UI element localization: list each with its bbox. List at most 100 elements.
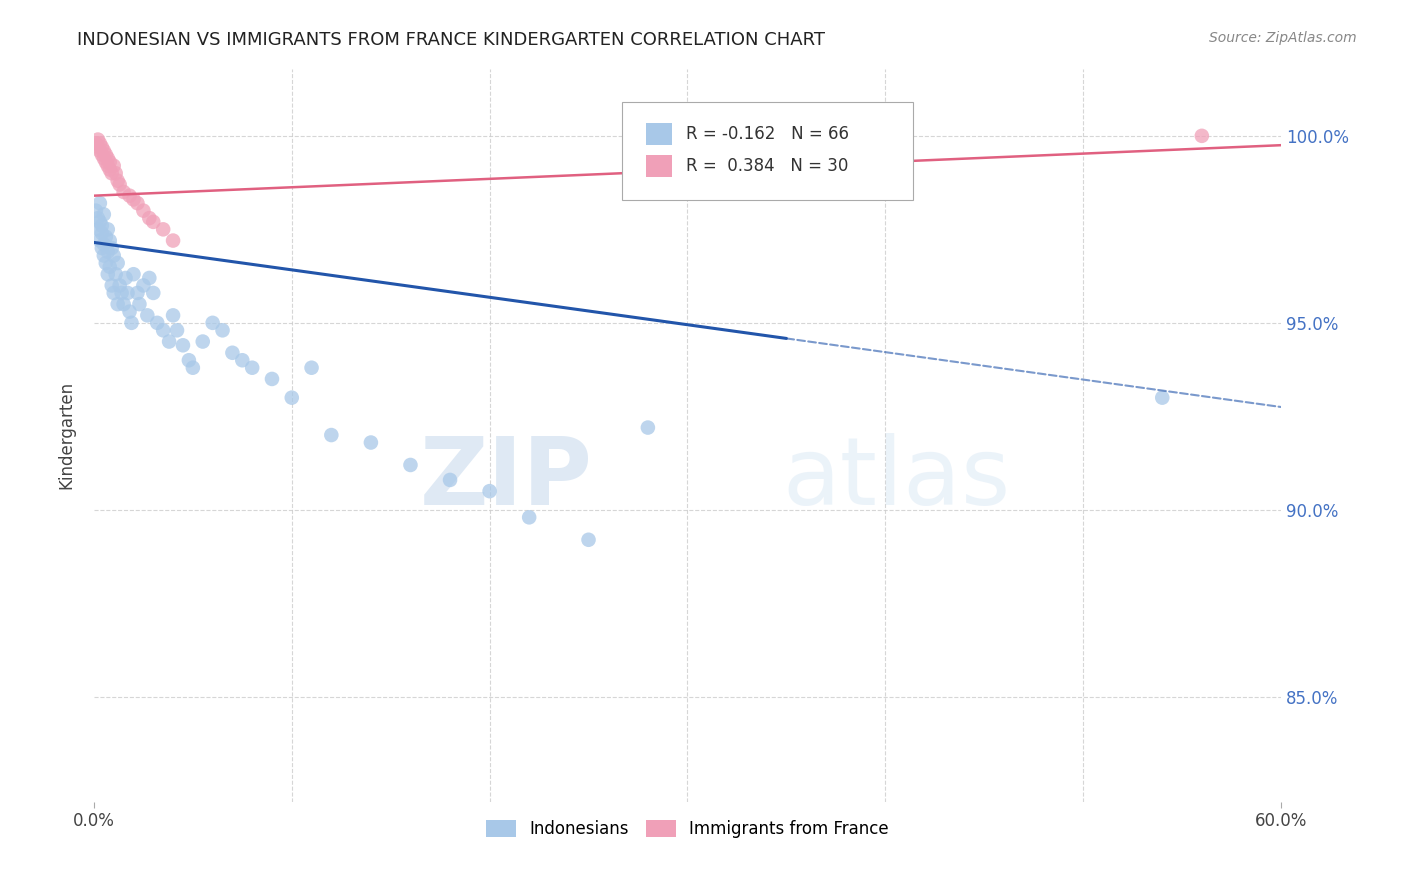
Point: [111, 285, 134, 300]
FancyBboxPatch shape: [645, 123, 672, 145]
Point: [211, 323, 233, 337]
Point: [142, 285, 165, 300]
Point: [132, 278, 155, 293]
Point: [112, 297, 135, 311]
Text: ZIP: ZIP: [419, 433, 592, 525]
Point: [138, 211, 160, 226]
Point: [138, 271, 160, 285]
Point: [103, 248, 125, 262]
Point: [93, 207, 115, 221]
Point: [478, 484, 501, 499]
Point: [162, 309, 184, 323]
Point: [162, 234, 184, 248]
Point: [439, 473, 461, 487]
Point: [98, 155, 121, 169]
Point: [107, 256, 129, 270]
Y-axis label: Kindergarten: Kindergarten: [58, 381, 75, 489]
Point: [89, 234, 111, 248]
Point: [301, 360, 323, 375]
Text: Source: ZipAtlas.com: Source: ZipAtlas.com: [1209, 31, 1357, 45]
Text: atlas: atlas: [782, 433, 1011, 525]
Point: [87, 140, 110, 154]
Point: [104, 166, 127, 180]
Point: [98, 234, 121, 248]
Point: [1191, 128, 1213, 143]
Point: [103, 159, 125, 173]
Point: [117, 285, 139, 300]
Point: [89, 196, 111, 211]
Point: [87, 211, 110, 226]
Point: [128, 297, 150, 311]
Point: [1152, 391, 1174, 405]
Point: [93, 237, 115, 252]
Point: [100, 166, 122, 180]
Point: [100, 278, 122, 293]
Point: [94, 256, 117, 270]
Point: [132, 203, 155, 218]
Point: [98, 260, 121, 274]
Point: [260, 372, 283, 386]
Point: [84, 203, 107, 218]
Point: [90, 241, 112, 255]
Point: [121, 316, 143, 330]
Point: [399, 458, 422, 472]
Point: [166, 323, 188, 337]
Point: [97, 151, 120, 165]
Point: [93, 151, 115, 165]
Point: [89, 215, 111, 229]
Point: [104, 267, 127, 281]
Point: [107, 297, 129, 311]
Legend: Indonesians, Immigrants from France: Indonesians, Immigrants from France: [479, 813, 896, 845]
Point: [103, 285, 125, 300]
Point: [118, 188, 141, 202]
Point: [578, 533, 600, 547]
Point: [90, 226, 112, 240]
Point: [127, 196, 149, 211]
Point: [98, 162, 121, 177]
Point: [240, 360, 263, 375]
Text: R = -0.162   N = 66: R = -0.162 N = 66: [686, 126, 849, 144]
Point: [201, 316, 224, 330]
Text: INDONESIAN VS IMMIGRANTS FROM FRANCE KINDERGARTEN CORRELATION CHART: INDONESIAN VS IMMIGRANTS FROM FRANCE KIN…: [77, 31, 825, 49]
Point: [97, 244, 120, 259]
Point: [152, 323, 174, 337]
Point: [637, 420, 659, 434]
Point: [177, 353, 200, 368]
Point: [94, 155, 117, 169]
Point: [84, 136, 107, 151]
Point: [191, 334, 214, 349]
Point: [89, 144, 111, 158]
Point: [100, 241, 122, 255]
Point: [90, 140, 112, 154]
Point: [136, 309, 159, 323]
Point: [97, 159, 120, 173]
Point: [108, 178, 131, 192]
Point: [157, 334, 180, 349]
Point: [517, 510, 540, 524]
Point: [231, 353, 253, 368]
Point: [122, 193, 145, 207]
Point: [142, 215, 165, 229]
Point: [97, 222, 120, 236]
Point: [221, 345, 243, 359]
Point: [321, 428, 343, 442]
Point: [112, 185, 135, 199]
Point: [146, 316, 169, 330]
Point: [107, 174, 129, 188]
Point: [172, 338, 194, 352]
Point: [360, 435, 382, 450]
Point: [118, 304, 141, 318]
Point: [281, 391, 304, 405]
Point: [152, 222, 174, 236]
Point: [90, 219, 112, 233]
Point: [122, 267, 145, 281]
Point: [87, 132, 110, 146]
FancyBboxPatch shape: [623, 102, 912, 201]
Text: R =  0.384   N = 30: R = 0.384 N = 30: [686, 157, 849, 175]
Point: [97, 267, 120, 281]
Point: [108, 278, 131, 293]
Point: [93, 144, 115, 158]
FancyBboxPatch shape: [645, 155, 672, 177]
Point: [181, 360, 204, 375]
Point: [90, 147, 112, 161]
